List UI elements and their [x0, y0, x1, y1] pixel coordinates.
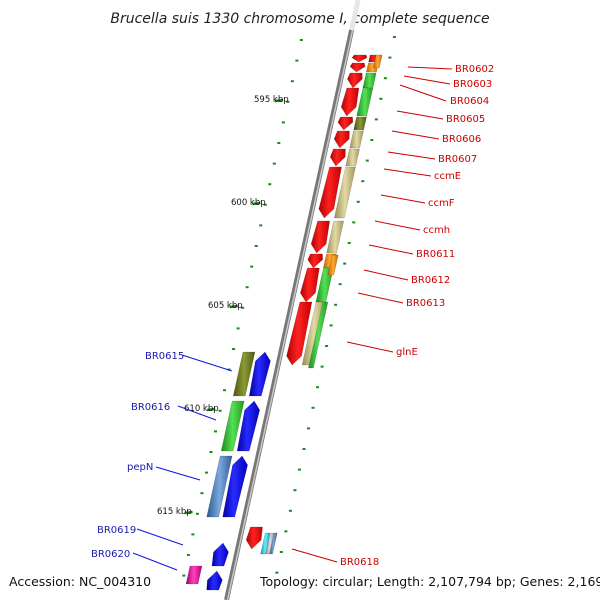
cog-bar-br0604	[362, 72, 377, 89]
leader-line-right	[291, 548, 338, 563]
gene-label-br0602: BR0602	[455, 64, 494, 75]
major-tick-mark	[207, 407, 216, 412]
gene-arrow-br0602	[351, 54, 368, 63]
leader-line-right	[380, 194, 426, 204]
label-leader-lines	[132, 66, 453, 571]
leader-line-left	[132, 552, 178, 571]
backbone-highlight	[226, 29, 354, 600]
cog-bar-br0607	[349, 130, 364, 149]
leader-line-right	[374, 220, 421, 231]
cog-bar-br0616	[220, 400, 245, 452]
gene-arrow-ccmh	[310, 220, 330, 254]
cog-bar-br0606	[353, 116, 367, 131]
gene-arrow-br0612	[300, 267, 320, 303]
scale-label-615: 615 kbp	[157, 507, 192, 517]
gene-label-br0606: BR0606	[442, 134, 481, 145]
gene-arrow-br0620	[206, 570, 223, 591]
leader-line-right	[346, 341, 394, 353]
gene-arrow-br0606	[337, 116, 354, 131]
scale-label-600: 600 kbp	[231, 198, 266, 208]
gene-arrow-ccmf	[318, 166, 342, 219]
gene-label-ccme: ccmE	[434, 171, 461, 182]
gene-label-ccmh: ccmh	[423, 225, 450, 236]
gene-arrow-br0616	[236, 400, 260, 452]
scale-label-610: 610 kbp	[184, 404, 219, 414]
leader-line-right	[363, 269, 409, 281]
leader-line-left	[177, 405, 217, 421]
cog-bar-br0620	[185, 565, 203, 585]
leader-line-right	[357, 292, 404, 304]
leader-line-right	[399, 84, 447, 102]
leader-line-right	[391, 130, 440, 140]
chromosome-backbone	[224, 0, 361, 600]
gene-label-br0607: BR0607	[438, 154, 477, 165]
major-tick-mark	[184, 510, 193, 515]
leader-line-right	[383, 168, 432, 177]
scale-label-605: 605 kbp	[208, 301, 243, 311]
cog-bar-ccmh	[326, 220, 344, 254]
gene-label-br0613: BR0613	[406, 298, 445, 309]
cog-bar-ccme	[345, 148, 360, 167]
gene-label-br0603: BR0603	[453, 79, 492, 90]
gene-arrow-pepn	[222, 455, 248, 518]
gene-label-br0612: BR0612	[411, 275, 450, 286]
cog-bar-br0605	[356, 87, 374, 117]
gene-label-br0616: BR0616	[131, 402, 170, 413]
gene-label-br0615: BR0615	[145, 351, 184, 362]
gene-labels: BR0602 BR0603 BR0604 BR0605 BR0606 BR060…	[91, 64, 494, 568]
cog-bar-pepn	[206, 455, 233, 518]
leader-line-right	[387, 151, 436, 160]
leader-line-right	[368, 244, 414, 255]
cog-bar-ccmf	[334, 166, 356, 219]
gene-arrow-ccme	[329, 148, 346, 167]
gene-arrow-br0605	[340, 87, 360, 117]
gene-label-ccmf: ccmF	[428, 198, 455, 209]
backbone-line	[224, 29, 355, 600]
cog-bar-br0603-secondary	[372, 54, 383, 69]
cog-bar-br0612-secondary	[327, 254, 339, 276]
gene-arrow-br0619	[211, 542, 229, 567]
scale-labels: 595 kbp 600 kbp 605 kbp 610 kbp 615 kbp	[157, 95, 289, 517]
gene-arrow-br0603	[349, 62, 366, 73]
leader-line-left	[136, 528, 184, 546]
cog-bar-br0618-tertiary	[269, 532, 278, 555]
backbone-fade	[349, 0, 361, 31]
leader-line-right	[407, 66, 453, 70]
gene-label-br0620: BR0620	[91, 549, 130, 560]
leader-line-left	[181, 354, 233, 372]
leader-line-right	[403, 75, 451, 85]
cog-bar-br0615	[232, 351, 256, 397]
gene-arrow-glne	[286, 301, 313, 366]
gene-arrow-br0615	[248, 351, 271, 397]
major-tick-mark	[229, 304, 238, 309]
major-tick-mark	[252, 201, 261, 206]
accession-text: Accession: NC_004310	[9, 574, 151, 589]
map-title: Brucella suis 1330 chromosome I, complet…	[110, 11, 489, 27]
leader-line-right	[396, 110, 444, 120]
leader-line-left	[155, 466, 201, 481]
gene-arrow-br0611	[307, 253, 323, 269]
gene-arrow-br0604	[347, 72, 363, 89]
gene-label-br0619: BR0619	[97, 525, 136, 536]
gene-arrow-br0607	[333, 130, 350, 149]
coordinate-ticks	[182, 36, 396, 577]
gene-label-glne: glnE	[396, 347, 418, 358]
gene-label-br0605: BR0605	[446, 114, 485, 125]
gene-label-br0618: BR0618	[340, 557, 379, 568]
topology-text: Topology: circular; Length: 2,107,794 bp…	[259, 574, 600, 589]
gene-label-pepn: pepN	[127, 462, 153, 473]
major-tick-mark	[274, 98, 284, 103]
gene-arrow-br0618	[245, 526, 263, 550]
gene-label-br0604: BR0604	[450, 96, 489, 107]
gene-track	[185, 54, 383, 591]
gene-label-br0611: BR0611	[416, 249, 455, 260]
scale-label-595: 595 kbp	[254, 95, 289, 105]
cog-bar-glne-secondary	[308, 301, 329, 369]
